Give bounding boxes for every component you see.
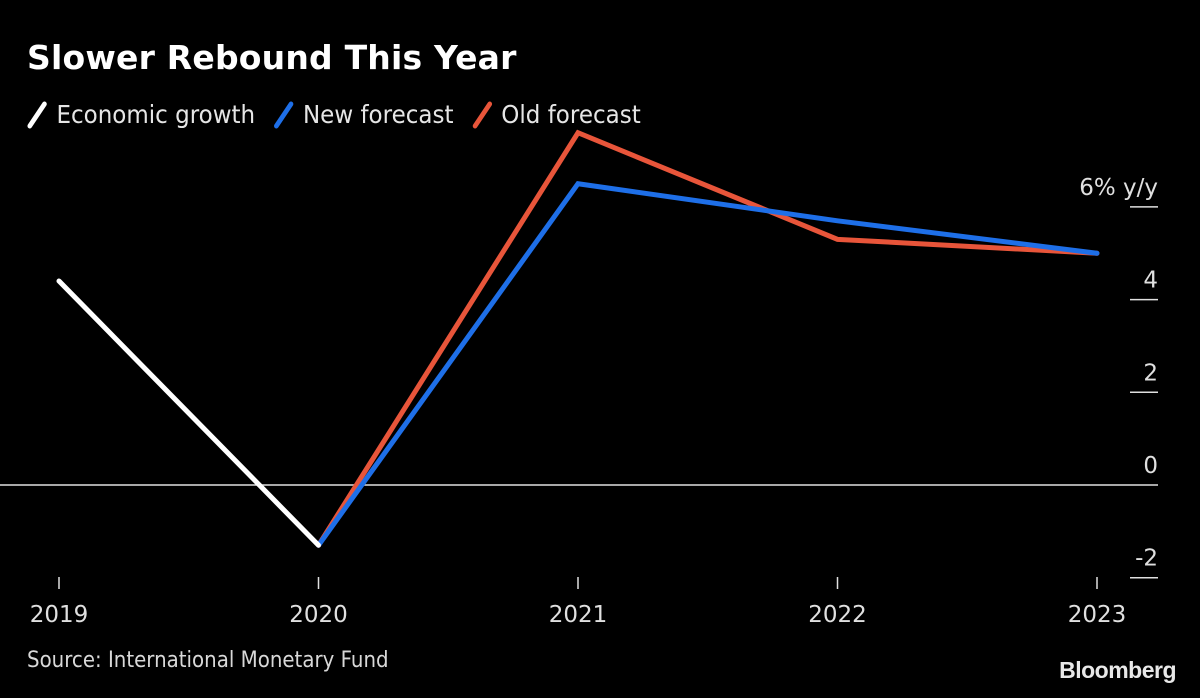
y-tick-label: 4 <box>1143 268 1158 294</box>
y-tick-label: -2 <box>1135 546 1158 572</box>
series-line-old-forecast <box>316 129 1100 548</box>
y-tick-label: 2 <box>1143 360 1158 386</box>
source-note: Source: International Monetary Fund <box>27 648 389 673</box>
y-tick-label: 0 <box>1143 453 1158 479</box>
series-line-new-forecast <box>316 181 1100 548</box>
legend-label: Economic growth <box>56 100 256 129</box>
legend-label: New forecast <box>302 100 454 129</box>
legend: Economic growth New forecast Old forecas… <box>27 100 659 129</box>
legend-item-economic-growth: Economic growth <box>27 100 255 129</box>
legend-swatch-icon <box>273 101 294 128</box>
x-tick-label: 2023 <box>1068 602 1127 628</box>
bloomberg-logo: Bloomberg <box>1059 657 1176 683</box>
legend-swatch-icon <box>27 101 47 128</box>
series-line-economic-growth <box>56 278 321 548</box>
legend-swatch-icon <box>472 101 492 128</box>
legend-item-new-forecast: New forecast <box>273 100 454 129</box>
x-tick-label: 2019 <box>30 602 89 628</box>
x-tick-label: 2021 <box>549 602 608 628</box>
x-tick-label: 2020 <box>289 602 348 628</box>
chart-title: Slower Rebound This Year <box>27 38 517 77</box>
y-tick-label: 6% y/y <box>1079 175 1158 201</box>
x-tick-label: 2022 <box>808 602 867 628</box>
legend-item-old-forecast: Old forecast <box>472 100 641 129</box>
legend-label: Old forecast <box>501 100 641 129</box>
